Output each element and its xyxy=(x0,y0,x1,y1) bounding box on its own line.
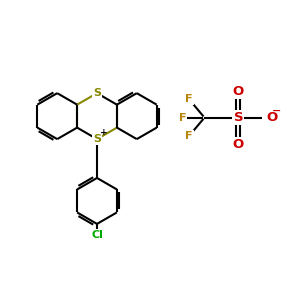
Text: O: O xyxy=(266,111,278,124)
Text: S: S xyxy=(93,88,101,98)
Text: O: O xyxy=(233,138,244,151)
Text: −: − xyxy=(272,106,281,116)
Text: F: F xyxy=(185,131,193,141)
Text: F: F xyxy=(185,94,193,104)
Text: Cl: Cl xyxy=(91,230,103,240)
Text: O: O xyxy=(233,85,244,98)
Text: S: S xyxy=(233,111,243,124)
Text: +: + xyxy=(100,128,107,137)
Text: F: F xyxy=(178,112,186,123)
Text: S: S xyxy=(93,134,101,144)
